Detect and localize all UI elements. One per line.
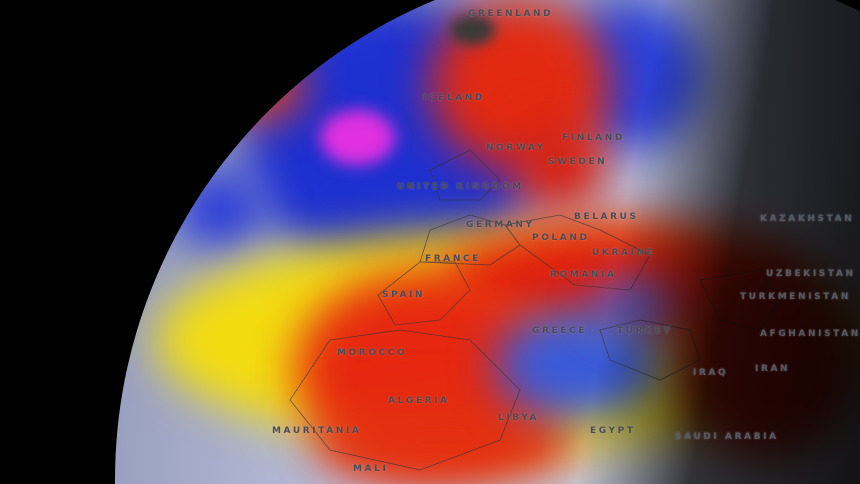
label-mali: MALI bbox=[353, 464, 389, 474]
label-ukraine: UKRAINE bbox=[592, 248, 656, 258]
label-turkmenistan: TURKMENISTAN bbox=[740, 292, 851, 302]
label-turkey: TURKEY bbox=[617, 326, 673, 336]
label-iraq: IRAQ bbox=[693, 368, 729, 378]
label-mauritania: MAURITANIA bbox=[272, 426, 362, 436]
label-poland: POLAND bbox=[532, 233, 590, 243]
label-belarus: BELARUS bbox=[574, 212, 639, 222]
label-libya: LIBYA bbox=[498, 413, 540, 423]
label-sweden: SWEDEN bbox=[548, 157, 608, 167]
label-afghanistan: AFGHANISTAN bbox=[760, 329, 860, 339]
label-france: FRANCE bbox=[425, 254, 481, 264]
label-norway: NORWAY bbox=[486, 143, 546, 153]
label-spain: SPAIN bbox=[382, 290, 426, 300]
label-kazakhstan: KAZAKHSTAN bbox=[760, 214, 855, 224]
label-finland: FINLAND bbox=[562, 133, 625, 143]
label-saudi-arabia: SAUDI ARABIA bbox=[675, 432, 779, 442]
label-greenland: GREENLAND bbox=[468, 9, 554, 19]
label-germany: GERMANY bbox=[466, 220, 535, 230]
label-egypt: EGYPT bbox=[590, 426, 636, 436]
label-uzbekistan: UZBEKISTAN bbox=[766, 269, 856, 279]
label-iran: IRAN bbox=[755, 364, 791, 374]
label-greece: GREECE bbox=[532, 326, 587, 336]
label-united-kingdom: UNITED KINGDOM bbox=[397, 182, 524, 192]
label-romania: ROMANIA bbox=[550, 270, 617, 280]
label-morocco: MOROCCO bbox=[337, 348, 408, 358]
label-iceland: ICELAND bbox=[423, 93, 486, 103]
label-algeria: ALGERIA bbox=[388, 396, 450, 406]
